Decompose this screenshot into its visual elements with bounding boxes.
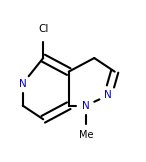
Text: Me: Me [79, 130, 93, 140]
Text: N: N [19, 79, 27, 89]
Text: N: N [82, 101, 90, 111]
Text: N: N [104, 90, 112, 100]
Text: Cl: Cl [38, 24, 48, 34]
